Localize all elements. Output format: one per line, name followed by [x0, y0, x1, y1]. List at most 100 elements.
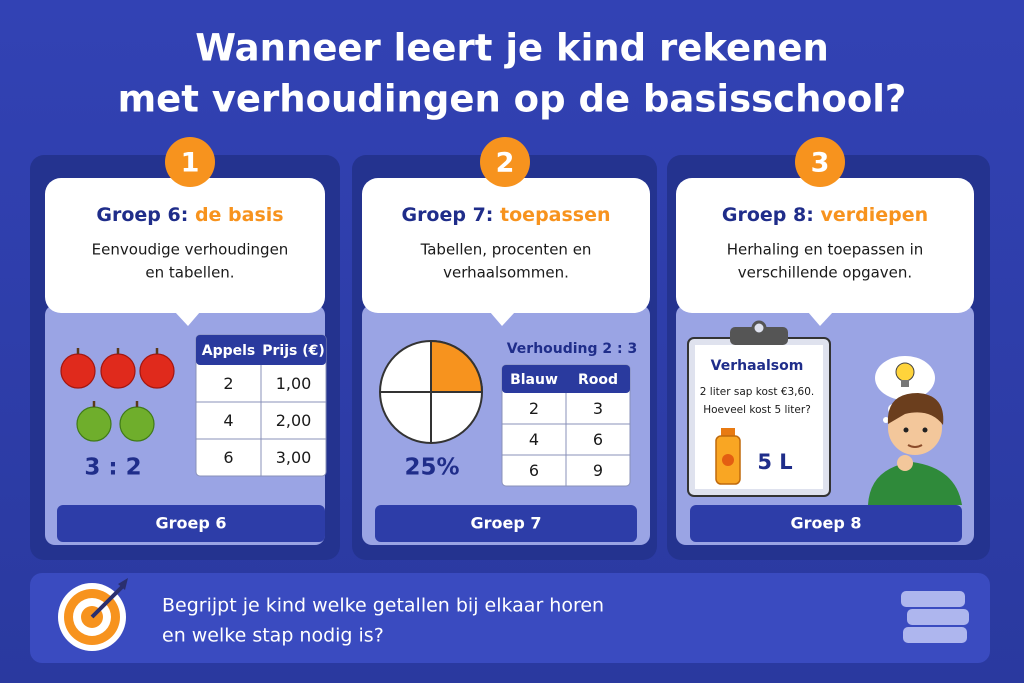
footer-bar — [690, 505, 962, 542]
target-icon — [58, 578, 128, 651]
number-badges — [165, 137, 845, 187]
books-icon — [899, 589, 971, 645]
table-cell: 6 — [223, 448, 233, 467]
badge-number: 3 — [811, 148, 830, 179]
badge — [480, 137, 530, 187]
footer-label: Groep 6 — [155, 514, 226, 533]
bulb — [895, 362, 915, 382]
pie-lines — [380, 341, 482, 443]
table-cell: 1,00 — [276, 374, 312, 393]
pie-quarters — [379, 339, 484, 444]
card-text: Herhaling en toepassen in — [727, 241, 924, 259]
table-cell: 4 — [529, 430, 539, 449]
card-text: Tabellen, procenten en — [420, 241, 592, 259]
table-cell: 2,00 — [276, 411, 312, 430]
thought-dot — [883, 417, 889, 423]
juice-bottle — [715, 428, 741, 485]
answer: 5 L — [757, 450, 792, 474]
bulb-base — [901, 380, 909, 387]
hoodie — [868, 462, 962, 505]
footer-bars — [57, 505, 962, 542]
story-line: 2 liter sap kost €3,60. — [700, 386, 814, 398]
card-texts: 1 2 3 Groep 6: de basis Groep 7: toepass… — [92, 148, 928, 533]
clip-hole — [751, 320, 767, 336]
pie-quarter — [430, 339, 484, 393]
title: Wanneer leert je kind rekenen — [195, 27, 829, 70]
card-heading: Groep 7: toepassen — [401, 204, 610, 226]
ratio: 3 : 2 — [84, 455, 141, 481]
question: en welke stap nodig is? — [162, 625, 384, 647]
card-heading: Groep 8: verdiepen — [722, 204, 928, 226]
red-apple — [139, 353, 175, 389]
table-header — [196, 335, 326, 365]
arrow-tail — [118, 578, 128, 590]
table-caption: Verhouding 2 : 3 — [507, 341, 638, 357]
table-header — [502, 365, 630, 393]
table-cell: 3,00 — [276, 448, 312, 467]
table-cell: 6 — [593, 430, 603, 449]
table-cell: 9 — [593, 461, 603, 480]
hair — [887, 393, 944, 425]
footer-bar — [57, 505, 325, 542]
question-band — [30, 573, 990, 663]
table-cell: 3 — [593, 399, 603, 418]
question: Begrijpt je kind welke getallen bij elka… — [162, 595, 604, 617]
table-header-cell: Rood — [578, 372, 618, 388]
card-text: verhaalsommen. — [443, 264, 569, 282]
bubble-tail — [808, 312, 833, 326]
bubble — [676, 178, 974, 313]
hand — [897, 455, 913, 471]
table-header-cell: Prijs (€) — [262, 343, 325, 359]
badge-number: 2 — [496, 148, 515, 179]
table-header-cell: Appels — [202, 343, 256, 359]
highlight: de basis — [195, 204, 284, 226]
table-cell: 2 — [529, 399, 539, 418]
table-cell: 2 — [223, 374, 233, 393]
footer-label: Groep 7 — [470, 514, 541, 533]
book — [901, 625, 969, 645]
book — [905, 607, 971, 627]
bubble — [45, 178, 325, 313]
child — [868, 356, 962, 505]
highlight: verdiepen — [820, 204, 928, 226]
green-apple — [119, 406, 155, 442]
bubble — [362, 178, 650, 313]
stems — [76, 348, 159, 407]
footer-label: Groep 8 — [790, 514, 861, 533]
green-apple — [76, 406, 112, 442]
heading: Groep 8: — [722, 204, 814, 226]
card-text: Eenvoudige verhoudingen — [92, 241, 289, 259]
table-header-cell: Blauw — [510, 372, 558, 388]
badge — [165, 137, 215, 187]
arrow — [90, 585, 124, 619]
story-line: Hoeveel kost 5 liter? — [703, 404, 811, 416]
bottle-cap — [721, 428, 735, 436]
red-apple — [60, 353, 96, 389]
table-cell: 4 — [223, 411, 233, 430]
highlight: toepassen — [500, 204, 610, 226]
card-heading: Groep 6: de basis — [96, 204, 283, 226]
badge-number: 1 — [181, 148, 200, 179]
badge — [795, 137, 845, 187]
speech-bubbles — [45, 178, 974, 326]
book — [899, 589, 967, 609]
apples — [60, 348, 175, 442]
red-apple — [100, 353, 136, 389]
footer-bar — [375, 505, 637, 542]
card-text: verschillende opgaven. — [738, 264, 912, 282]
eye — [903, 427, 909, 433]
percent: 25% — [404, 455, 459, 481]
table-cell: 6 — [529, 461, 539, 480]
bubble-tail — [490, 312, 515, 326]
title: met verhoudingen op de basisschool? — [118, 78, 907, 121]
card-text: en tabellen. — [145, 264, 234, 282]
clip — [730, 327, 788, 345]
story-title: Verhaalsom — [711, 358, 804, 374]
eye — [922, 427, 928, 433]
heading: Groep 6: — [96, 204, 188, 226]
bubble-tail — [175, 312, 200, 326]
mouth — [907, 444, 923, 448]
bottle-label — [722, 454, 734, 466]
heading: Groep 7: — [401, 204, 493, 226]
